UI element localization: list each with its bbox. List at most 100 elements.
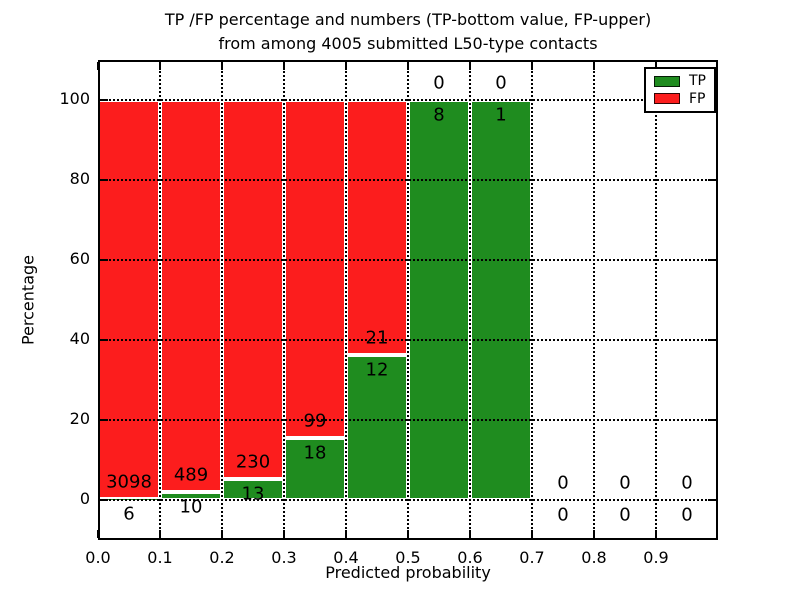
tp-bar-segment <box>408 100 470 500</box>
tp-count-label: 0 <box>619 504 631 526</box>
tp-count-label: 12 <box>365 359 389 381</box>
tp-count-label: 6 <box>123 503 135 525</box>
x-tick-mark <box>469 530 471 538</box>
tp-count-label: 1 <box>495 104 507 126</box>
x-tick-mark <box>407 62 409 70</box>
tp-bar-segment <box>284 438 346 500</box>
fp-count-label: 99 <box>303 410 327 432</box>
legend-swatch-fp <box>654 93 680 105</box>
x-tick-mark <box>221 62 223 70</box>
tp-count-label: 13 <box>241 483 265 505</box>
y-tick-mark <box>100 179 108 181</box>
y-tick-mark <box>708 259 716 261</box>
fp-count-label: 0 <box>433 72 445 94</box>
y-tick-label: 0 <box>79 489 90 508</box>
x-tick-label: 0.9 <box>643 548 669 567</box>
chart-title-line2: from among 4005 submitted L50-type conta… <box>218 34 598 53</box>
chart-title: TP /FP percentage and numbers (TP-bottom… <box>98 8 718 56</box>
tp-count-label: 10 <box>179 496 203 518</box>
grid-line-vertical <box>469 60 471 540</box>
y-tick-label: 80 <box>69 169 90 188</box>
grid-line-vertical <box>221 60 223 540</box>
x-tick-mark <box>655 530 657 538</box>
y-tick-mark <box>100 339 108 341</box>
x-tick-label: 0.5 <box>395 548 421 567</box>
x-tick-mark <box>159 62 161 70</box>
x-tick-mark <box>593 530 595 538</box>
fp-count-label: 0 <box>557 472 569 494</box>
y-tick-label: 40 <box>69 329 90 348</box>
x-axis-label: Predicted probability <box>325 563 491 582</box>
x-tick-label: 0.6 <box>457 548 483 567</box>
grid-line-vertical <box>593 60 595 540</box>
legend-row: TP <box>654 74 706 88</box>
grid-line-vertical <box>283 60 285 540</box>
x-tick-mark <box>97 62 99 70</box>
x-tick-label: 0.2 <box>209 548 235 567</box>
x-tick-mark <box>97 530 99 538</box>
legend: TP FP <box>644 67 716 113</box>
tp-bar-segment <box>346 354 408 500</box>
x-tick-mark <box>159 530 161 538</box>
fp-count-label: 0 <box>495 72 507 94</box>
grid-line-horizontal <box>98 499 718 501</box>
fp-bar-segment <box>160 100 222 492</box>
y-tick-mark <box>708 339 716 341</box>
fp-count-label: 3098 <box>106 471 152 493</box>
fp-bar-segment <box>222 100 284 479</box>
grid-line-horizontal <box>98 419 718 421</box>
x-tick-mark <box>655 62 657 70</box>
chart-title-line1: TP /FP percentage and numbers (TP-bottom… <box>164 10 652 29</box>
tp-count-label: 8 <box>433 104 445 126</box>
y-tick-mark <box>100 419 108 421</box>
grid-line-vertical <box>531 60 533 540</box>
x-tick-mark <box>283 530 285 538</box>
x-tick-label: 0.1 <box>147 548 173 567</box>
x-tick-mark <box>221 530 223 538</box>
fp-bar-segment <box>346 100 408 355</box>
fp-count-label: 489 <box>173 464 209 486</box>
x-tick-mark <box>531 530 533 538</box>
legend-label-fp: FP <box>689 90 706 107</box>
grid-line-vertical <box>655 60 657 540</box>
tp-count-label: 18 <box>303 442 327 464</box>
y-tick-label: 60 <box>69 249 90 268</box>
grid-line-vertical <box>159 60 161 540</box>
y-tick-mark <box>100 99 108 101</box>
x-tick-mark <box>345 530 347 538</box>
grid-line-horizontal <box>98 259 718 261</box>
y-tick-label: 100 <box>59 89 90 108</box>
y-tick-mark <box>100 259 108 261</box>
grid-line-horizontal <box>98 179 718 181</box>
legend-row: FP <box>654 92 706 106</box>
x-tick-label: 0.8 <box>581 548 607 567</box>
legend-swatch-tp <box>654 75 680 87</box>
grid-line-horizontal <box>98 99 718 101</box>
tp-count-label: 0 <box>557 504 569 526</box>
y-tick-label: 20 <box>69 409 90 428</box>
x-tick-mark <box>593 62 595 70</box>
y-tick-mark <box>708 419 716 421</box>
x-tick-mark <box>407 530 409 538</box>
fp-count-label: 0 <box>619 472 631 494</box>
fp-count-label: 21 <box>365 327 389 349</box>
x-tick-label: 0.7 <box>519 548 545 567</box>
x-tick-label: 0.0 <box>85 548 111 567</box>
tp-bar-segment <box>470 100 532 500</box>
grid-line-horizontal <box>98 339 718 341</box>
grid-line-vertical <box>345 60 347 540</box>
x-tick-label: 0.4 <box>333 548 359 567</box>
tp-count-label: 0 <box>681 504 693 526</box>
fp-bar-segment <box>284 100 346 439</box>
x-tick-mark <box>345 62 347 70</box>
fp-count-label: 0 <box>681 472 693 494</box>
y-tick-mark <box>708 499 716 501</box>
x-tick-mark <box>283 62 285 70</box>
fp-count-label: 230 <box>235 451 271 473</box>
x-tick-mark <box>531 62 533 70</box>
x-tick-label: 0.3 <box>271 548 297 567</box>
y-tick-mark <box>100 499 108 501</box>
grid-line-vertical <box>407 60 409 540</box>
legend-label-tp: TP <box>689 73 706 90</box>
